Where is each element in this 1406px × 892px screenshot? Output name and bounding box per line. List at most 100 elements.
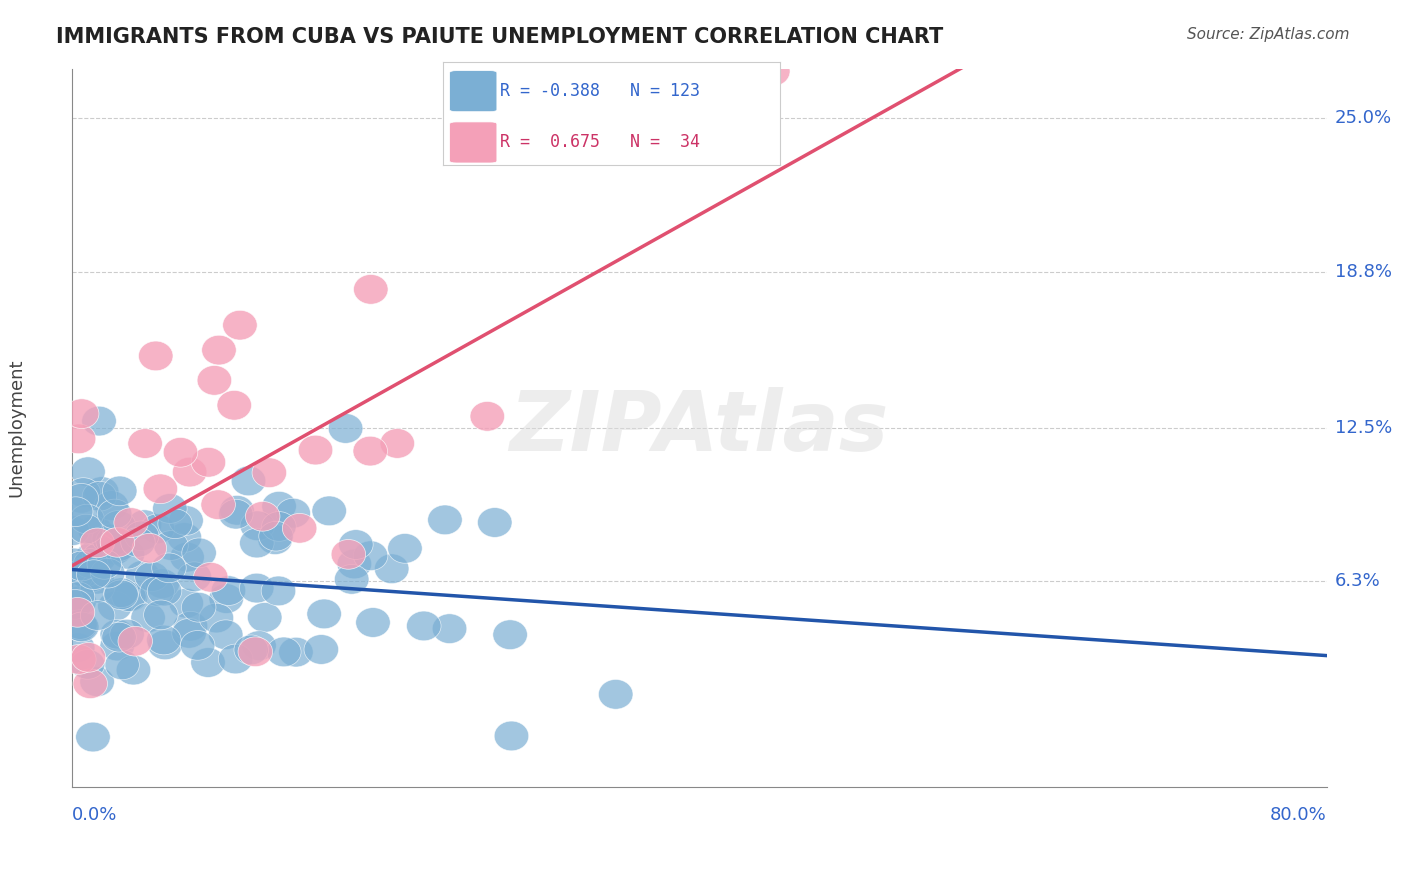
- Ellipse shape: [470, 401, 505, 431]
- Ellipse shape: [73, 563, 108, 592]
- FancyBboxPatch shape: [450, 70, 496, 112]
- Ellipse shape: [63, 609, 97, 640]
- Ellipse shape: [60, 632, 94, 663]
- Ellipse shape: [170, 542, 204, 572]
- Ellipse shape: [80, 528, 114, 558]
- Ellipse shape: [65, 551, 98, 581]
- Ellipse shape: [127, 510, 162, 540]
- Ellipse shape: [278, 637, 314, 667]
- Ellipse shape: [257, 524, 292, 555]
- Ellipse shape: [58, 548, 91, 578]
- Ellipse shape: [494, 620, 527, 649]
- Ellipse shape: [70, 457, 105, 487]
- Ellipse shape: [76, 541, 110, 571]
- Ellipse shape: [231, 466, 266, 496]
- Ellipse shape: [478, 508, 512, 537]
- Ellipse shape: [121, 527, 155, 558]
- Ellipse shape: [181, 538, 217, 567]
- Ellipse shape: [157, 509, 193, 539]
- Ellipse shape: [262, 512, 297, 541]
- Ellipse shape: [80, 565, 114, 594]
- Text: 25.0%: 25.0%: [1334, 109, 1392, 127]
- Ellipse shape: [211, 575, 246, 606]
- Ellipse shape: [191, 448, 226, 477]
- Ellipse shape: [177, 562, 211, 591]
- Ellipse shape: [110, 619, 145, 649]
- Ellipse shape: [110, 540, 145, 569]
- Ellipse shape: [200, 603, 233, 633]
- Ellipse shape: [80, 667, 114, 697]
- Text: IMMIGRANTS FROM CUBA VS PAIUTE UNEMPLOYMENT CORRELATION CHART: IMMIGRANTS FROM CUBA VS PAIUTE UNEMPLOYM…: [56, 27, 943, 46]
- Ellipse shape: [146, 625, 181, 655]
- Ellipse shape: [259, 521, 294, 551]
- Ellipse shape: [125, 521, 159, 550]
- Ellipse shape: [242, 631, 276, 660]
- Ellipse shape: [101, 623, 136, 652]
- Ellipse shape: [335, 565, 368, 594]
- Ellipse shape: [60, 598, 94, 627]
- Ellipse shape: [240, 511, 274, 541]
- Ellipse shape: [101, 532, 136, 561]
- Ellipse shape: [70, 649, 105, 679]
- Ellipse shape: [252, 458, 287, 488]
- Ellipse shape: [62, 645, 96, 674]
- Ellipse shape: [145, 569, 180, 599]
- Text: 12.5%: 12.5%: [1334, 418, 1392, 436]
- Ellipse shape: [87, 549, 121, 579]
- Ellipse shape: [432, 614, 467, 643]
- Ellipse shape: [267, 637, 301, 666]
- Ellipse shape: [73, 549, 108, 578]
- Ellipse shape: [117, 656, 150, 685]
- Ellipse shape: [194, 563, 228, 592]
- Ellipse shape: [76, 560, 111, 590]
- Ellipse shape: [307, 599, 342, 629]
- Ellipse shape: [494, 721, 529, 751]
- Ellipse shape: [427, 505, 463, 534]
- Ellipse shape: [239, 574, 274, 603]
- Ellipse shape: [65, 399, 98, 428]
- Ellipse shape: [191, 648, 225, 677]
- Ellipse shape: [153, 531, 188, 560]
- Ellipse shape: [353, 436, 388, 466]
- Ellipse shape: [298, 435, 333, 465]
- Ellipse shape: [63, 612, 97, 641]
- Ellipse shape: [101, 510, 136, 541]
- Text: R = -0.388   N = 123: R = -0.388 N = 123: [501, 82, 700, 100]
- Ellipse shape: [67, 558, 101, 587]
- Ellipse shape: [72, 642, 105, 673]
- Ellipse shape: [80, 600, 115, 631]
- Ellipse shape: [66, 478, 101, 508]
- Ellipse shape: [90, 558, 125, 588]
- Ellipse shape: [69, 515, 103, 544]
- Ellipse shape: [100, 619, 135, 649]
- Ellipse shape: [380, 428, 415, 458]
- Ellipse shape: [105, 650, 139, 680]
- Ellipse shape: [312, 496, 346, 525]
- Ellipse shape: [143, 474, 177, 504]
- Ellipse shape: [304, 634, 339, 665]
- Ellipse shape: [114, 582, 148, 612]
- Ellipse shape: [65, 612, 98, 642]
- Ellipse shape: [167, 523, 201, 552]
- Ellipse shape: [169, 506, 204, 535]
- Ellipse shape: [180, 631, 215, 660]
- Text: 6.3%: 6.3%: [1334, 572, 1381, 590]
- Text: ZIPAtlas: ZIPAtlas: [509, 387, 889, 468]
- Ellipse shape: [218, 644, 253, 673]
- Ellipse shape: [84, 476, 120, 507]
- Ellipse shape: [73, 669, 107, 698]
- Ellipse shape: [172, 618, 207, 648]
- Ellipse shape: [332, 540, 366, 569]
- Ellipse shape: [755, 56, 790, 87]
- Text: 18.8%: 18.8%: [1334, 262, 1392, 281]
- Ellipse shape: [55, 516, 90, 546]
- Ellipse shape: [329, 414, 363, 443]
- Ellipse shape: [131, 603, 166, 632]
- Ellipse shape: [97, 591, 132, 621]
- Ellipse shape: [209, 583, 243, 614]
- Ellipse shape: [59, 561, 93, 591]
- Ellipse shape: [100, 632, 135, 661]
- Ellipse shape: [353, 541, 388, 571]
- Ellipse shape: [388, 533, 422, 563]
- Ellipse shape: [356, 607, 391, 638]
